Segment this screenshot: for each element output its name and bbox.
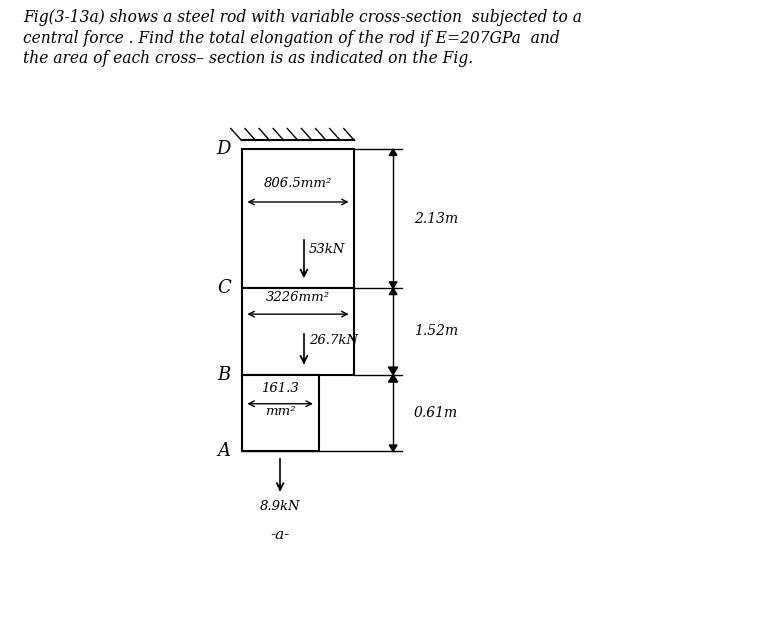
Text: 3226mm²: 3226mm²: [266, 290, 330, 303]
Polygon shape: [389, 288, 397, 295]
Text: 0.61m: 0.61m: [414, 406, 458, 420]
Bar: [242, 288, 354, 374]
Text: Fig(3-13a) shows a steel rod with variable cross-section  subjected to a: Fig(3-13a) shows a steel rod with variab…: [23, 9, 582, 26]
Polygon shape: [389, 149, 397, 156]
Text: 26.7kN: 26.7kN: [308, 335, 357, 348]
Text: -a-: -a-: [271, 528, 290, 542]
Text: C: C: [217, 279, 231, 297]
Bar: [242, 149, 354, 288]
Text: 53kN: 53kN: [308, 244, 345, 256]
Text: 161.3: 161.3: [262, 382, 299, 395]
Text: 2.13m: 2.13m: [414, 212, 458, 226]
Text: 8.9kN: 8.9kN: [260, 500, 301, 513]
Polygon shape: [389, 282, 397, 288]
Bar: [242, 374, 319, 451]
Text: 806.5mm²: 806.5mm²: [264, 177, 332, 190]
Text: the area of each cross– section is as indicated on the Fig.: the area of each cross– section is as in…: [23, 50, 473, 67]
Polygon shape: [388, 367, 398, 374]
Polygon shape: [389, 445, 397, 451]
Text: 1.52m: 1.52m: [414, 325, 458, 338]
Text: D: D: [216, 140, 231, 158]
Text: B: B: [217, 366, 230, 384]
Text: mm²: mm²: [265, 405, 295, 418]
Text: central force . Find the total elongation of the rod if E=207GPa  and: central force . Find the total elongatio…: [23, 30, 560, 47]
Polygon shape: [388, 374, 398, 382]
Text: A: A: [217, 442, 230, 460]
